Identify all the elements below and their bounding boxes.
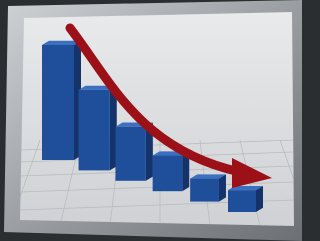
bar — [228, 190, 256, 212]
bar — [79, 90, 110, 170]
bar-side — [219, 174, 226, 201]
bar — [115, 127, 145, 181]
bar-side — [256, 186, 263, 212]
bar — [153, 156, 183, 192]
bar — [42, 45, 74, 160]
bar — [190, 179, 219, 202]
monitor-photo — [0, 0, 302, 241]
